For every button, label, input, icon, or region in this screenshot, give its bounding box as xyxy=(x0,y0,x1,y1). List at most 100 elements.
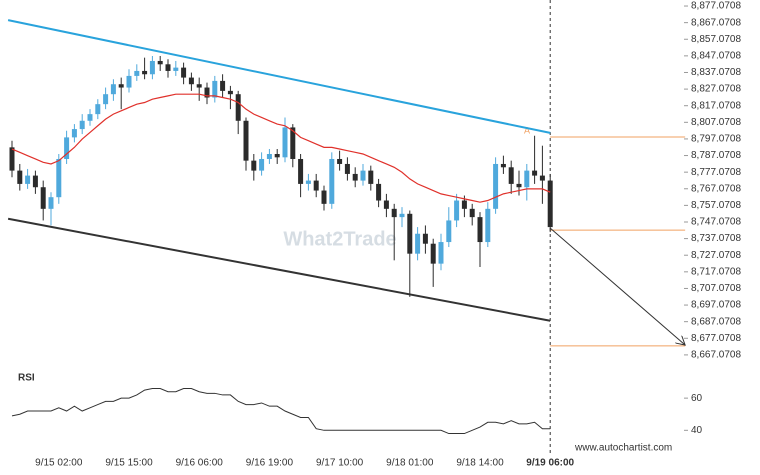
candle-body xyxy=(305,180,311,184)
candle-body xyxy=(165,64,171,71)
candle-body xyxy=(103,94,109,105)
candle-body xyxy=(422,233,428,244)
candle-body xyxy=(118,84,124,88)
candle-body xyxy=(79,120,85,130)
candle-body xyxy=(469,208,475,218)
candle-body xyxy=(532,170,538,176)
candle-body xyxy=(415,233,421,254)
candle-body xyxy=(547,180,553,228)
candle-body xyxy=(149,60,155,75)
candle-body xyxy=(56,158,62,198)
y-tick-label: 8,677.0708 xyxy=(691,333,741,344)
candle-body xyxy=(391,208,397,218)
candle-body xyxy=(376,183,382,201)
rsi-line xyxy=(11,387,551,435)
candle-body xyxy=(337,158,343,164)
rsi-title: RSI xyxy=(18,373,35,384)
x-tick-label: 9/15 02:00 xyxy=(35,458,83,469)
x-tick-label: 9/15 15:00 xyxy=(105,458,153,469)
candle-body xyxy=(360,170,366,181)
channel-line xyxy=(7,19,551,134)
candle-body xyxy=(181,67,187,78)
candle-body xyxy=(32,175,38,188)
candle-body xyxy=(329,158,335,204)
candle-body xyxy=(87,114,93,121)
forecast-arrow xyxy=(549,227,685,345)
channel-line xyxy=(7,217,551,322)
moving-average xyxy=(11,93,551,203)
candle-body xyxy=(290,127,296,159)
y-tick-label: 8,727.0708 xyxy=(691,250,741,261)
candle-body xyxy=(266,154,272,159)
candle-body xyxy=(227,90,233,95)
y-tick-label: 8,707.0708 xyxy=(691,283,741,294)
candle-body xyxy=(485,208,491,243)
candle-body xyxy=(438,242,444,264)
candle-body xyxy=(142,70,148,75)
candle-body xyxy=(313,180,319,191)
candle-body xyxy=(110,84,116,95)
candle-body xyxy=(493,163,499,209)
candle-body xyxy=(259,158,265,171)
candle-body xyxy=(251,160,257,171)
y-tick-label: 8,827.0708 xyxy=(691,84,741,95)
candle-body xyxy=(407,213,413,254)
x-tick-label: 9/16 19:00 xyxy=(246,458,294,469)
candle-body xyxy=(48,197,54,209)
candle-body xyxy=(235,94,241,121)
candle-body xyxy=(243,120,249,161)
candle-body xyxy=(282,127,288,158)
x-tick-label: 9/16 06:00 xyxy=(176,458,224,469)
y-tick-label: 8,777.0708 xyxy=(691,167,741,178)
candle-body xyxy=(352,173,358,181)
candle-body xyxy=(368,170,374,184)
candle-body xyxy=(477,217,483,243)
candle-body xyxy=(212,80,218,98)
y-tick-label: 8,797.0708 xyxy=(691,134,741,145)
y-tick-label: 8,817.0708 xyxy=(691,100,741,111)
candle-body xyxy=(344,163,350,174)
candle-body xyxy=(196,84,202,88)
y-tick-label: 8,687.0708 xyxy=(691,316,741,327)
candle-body xyxy=(40,187,46,209)
y-tick-label: 8,737.0708 xyxy=(691,233,741,244)
candle-body xyxy=(508,167,514,184)
candle-body xyxy=(17,170,23,184)
candle-body xyxy=(298,158,304,184)
source: www.autochartist.com xyxy=(574,443,672,454)
candle-body xyxy=(274,154,280,158)
candle-body xyxy=(126,75,132,88)
candle-body xyxy=(9,147,15,171)
candle-body xyxy=(500,163,506,168)
candle-body xyxy=(446,220,452,243)
y-tick-label: 8,697.0708 xyxy=(691,300,741,311)
y-tick-label: 8,877.0708 xyxy=(691,1,741,12)
y-tick-label: 8,717.0708 xyxy=(691,266,741,277)
y-tick-label: 8,787.0708 xyxy=(691,150,741,161)
candle-body xyxy=(71,129,77,138)
rsi-tick-label: 60 xyxy=(691,393,703,404)
candle-body xyxy=(95,104,101,115)
candle-body xyxy=(321,190,327,204)
pattern-label: A xyxy=(524,125,530,135)
x-tick-label: 9/18 01:00 xyxy=(386,458,434,469)
y-tick-label: 8,767.0708 xyxy=(691,183,741,194)
candle-body xyxy=(157,60,163,65)
y-tick-label: 8,857.0708 xyxy=(691,34,741,45)
y-tick-label: 8,867.0708 xyxy=(691,17,741,28)
y-tick-label: 8,747.0708 xyxy=(691,217,741,228)
candle-body xyxy=(524,170,530,188)
candle-body xyxy=(188,77,194,85)
candle-body xyxy=(173,67,179,71)
candle-body xyxy=(220,80,226,91)
watermark: What2Trade xyxy=(283,228,396,250)
y-tick-label: 8,757.0708 xyxy=(691,200,741,211)
candle-body xyxy=(516,183,522,188)
candle-body xyxy=(204,87,210,98)
candle-body xyxy=(430,243,436,264)
y-tick-label: 8,837.0708 xyxy=(691,67,741,78)
x-tick-label: 9/18 14:00 xyxy=(456,458,504,469)
y-tick-label: 8,807.0708 xyxy=(691,117,741,128)
y-tick-label: 8,667.0708 xyxy=(691,350,741,361)
